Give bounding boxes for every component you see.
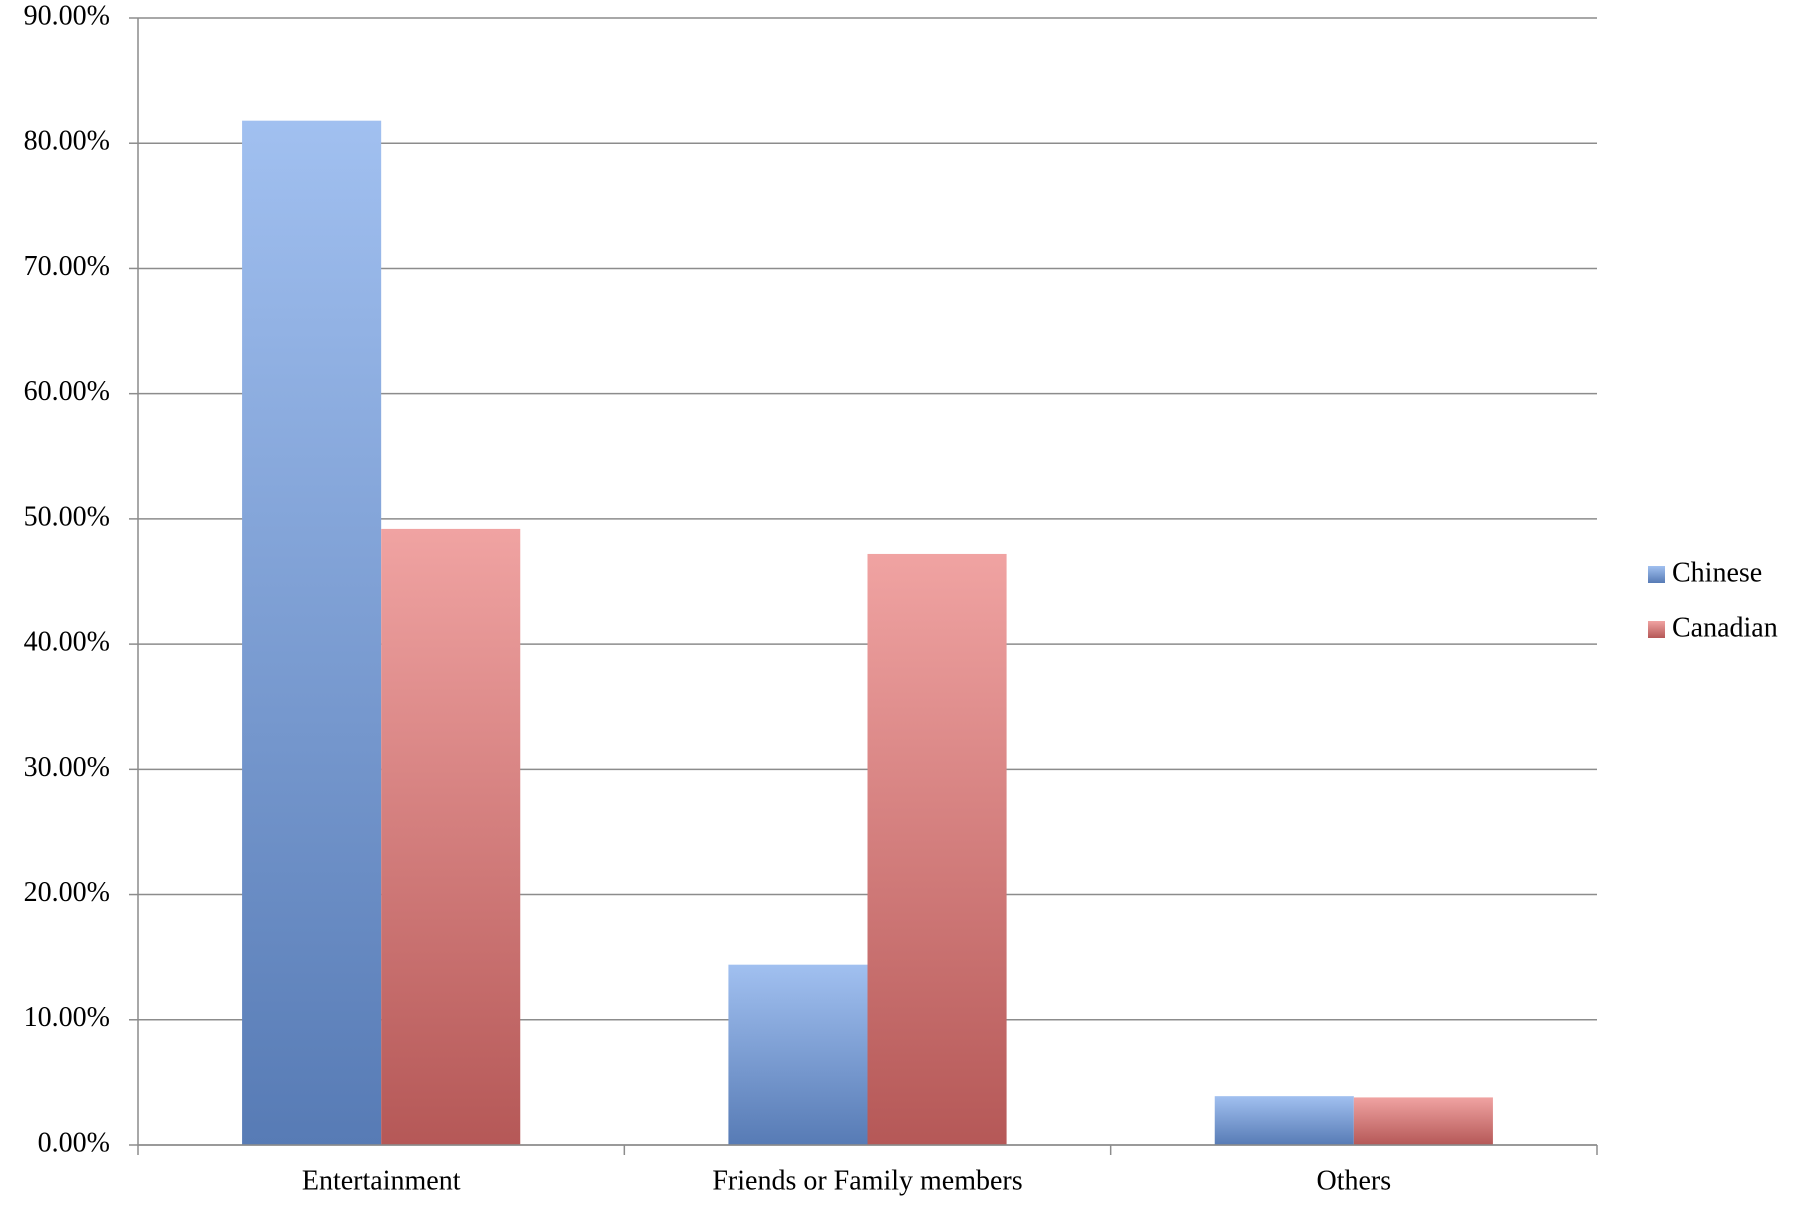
y-tick-label: 40.00% bbox=[24, 627, 110, 658]
y-tick-label: 20.00% bbox=[24, 877, 110, 908]
legend-label: Canadian bbox=[1672, 612, 1778, 643]
x-tick-label: Entertainment bbox=[302, 1165, 461, 1196]
y-tick-label: 70.00% bbox=[24, 251, 110, 282]
legend-label: Chinese bbox=[1672, 557, 1762, 588]
legend-swatch bbox=[1648, 566, 1665, 583]
y-tick-label: 90.00% bbox=[24, 0, 110, 31]
x-tick-label: Friends or Family members bbox=[712, 1165, 1022, 1196]
x-tick-label: Others bbox=[1317, 1165, 1392, 1196]
bar bbox=[381, 528, 521, 1145]
y-tick-label: 60.00% bbox=[24, 376, 110, 407]
bar bbox=[242, 120, 382, 1145]
bar bbox=[728, 964, 868, 1145]
y-tick-label: 30.00% bbox=[24, 752, 110, 783]
y-tick-label: 80.00% bbox=[24, 126, 110, 157]
y-tick-label: 10.00% bbox=[24, 1002, 110, 1033]
y-tick-label: 0.00% bbox=[38, 1127, 110, 1158]
bar bbox=[1353, 1097, 1493, 1145]
bar bbox=[867, 553, 1007, 1145]
y-tick-label: 50.00% bbox=[24, 501, 110, 532]
bar bbox=[1214, 1096, 1354, 1145]
legend-swatch bbox=[1648, 621, 1665, 638]
